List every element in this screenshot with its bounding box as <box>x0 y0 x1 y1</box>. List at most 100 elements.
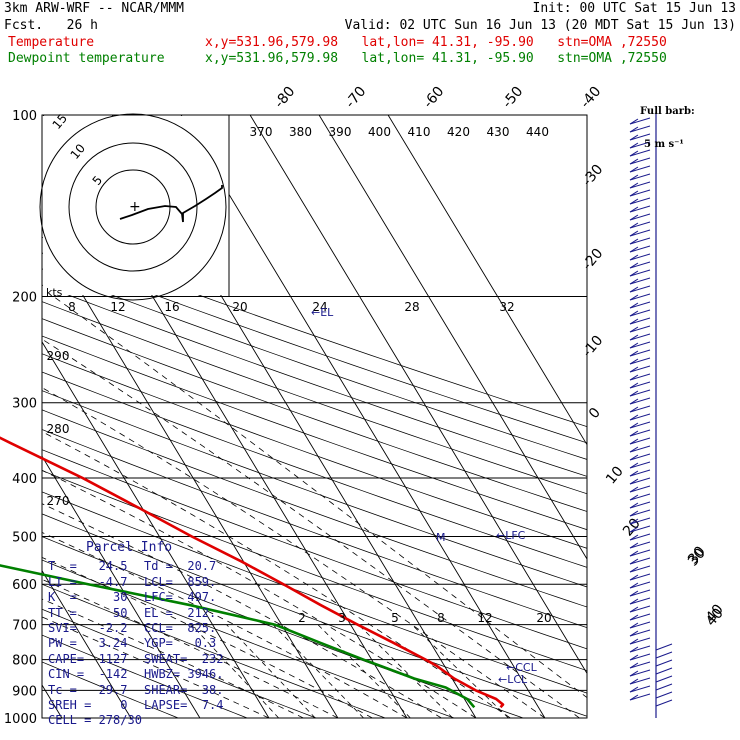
wind-barb <box>629 558 639 565</box>
dry-adiabat-line <box>42 236 587 427</box>
parcel-info-table: Parcel Info T = 24.5 Td = 20.7 LI = -4.7 LC… <box>48 540 238 729</box>
wind-barb <box>629 125 651 133</box>
pressure-label: 100 <box>12 109 37 124</box>
wind-barb <box>629 269 651 277</box>
wind-barb <box>629 334 639 341</box>
isotherm-label: -40 <box>577 84 604 112</box>
wind-barb <box>629 574 639 581</box>
wind-barb <box>629 461 651 469</box>
wind-barb <box>629 357 651 365</box>
wind-barb <box>629 333 651 341</box>
mixing-ratio-line <box>191 624 279 718</box>
hodograph-speed-label: 24 <box>312 300 327 314</box>
pressure-label: 200 <box>12 291 37 306</box>
wind-barb <box>629 118 639 125</box>
forecast-hour: Fcst. 26 h <box>4 18 98 33</box>
wind-barb <box>629 661 651 669</box>
wind-speed-label: 30 <box>685 543 709 567</box>
dry-adiabat-label: 390 <box>329 125 352 139</box>
dry-adiabat-line <box>42 252 587 444</box>
dry-adiabat-line <box>42 449 587 650</box>
parcel-info-left-value: CELL = 278/30 <box>48 713 142 728</box>
wind-barb <box>629 582 639 589</box>
el-marker: ←EL <box>311 306 334 319</box>
wind-barb <box>629 421 651 429</box>
parcel-info-left-value: LI = -4.7 <box>48 574 128 589</box>
parcel-info-row: LI = -4.7 LCL= 859. <box>48 575 238 590</box>
wind-barb <box>629 638 639 645</box>
mixing-ratio-line <box>226 624 316 718</box>
parcel-info-row: CIN = -142 HWBZ= 3946. <box>48 667 238 682</box>
dry-adiabat-label: 420 <box>447 125 470 139</box>
dry-adiabat-line <box>42 335 587 531</box>
wind-barb <box>629 565 651 573</box>
parcel-info-left-value: T = 24.5 <box>48 559 128 574</box>
isotherm-label: -80 <box>271 84 298 112</box>
wind-barb <box>629 438 639 445</box>
wind-barb <box>629 253 651 261</box>
wind-barb <box>629 694 639 701</box>
hodograph-speed-label: 32 <box>499 300 514 314</box>
dry-adiabat-line <box>42 634 248 718</box>
dry-adiabat-label: 290 <box>47 349 70 363</box>
wind-barb <box>629 325 651 333</box>
pressure-label: 900 <box>12 684 37 699</box>
wind-barb <box>629 238 639 245</box>
dry-adiabat-label: 270 <box>47 494 70 508</box>
dry-adiabat-line <box>42 268 587 460</box>
wind-barb <box>629 246 639 253</box>
wind-barb <box>629 469 651 477</box>
wind-barb <box>629 389 651 397</box>
wind-barb <box>629 261 651 269</box>
hodograph-ring <box>68 142 198 272</box>
dry-adiabat-label: 280 <box>47 422 70 436</box>
wind-barb <box>629 533 651 541</box>
dry-adiabat-label: 380 <box>289 125 312 139</box>
wind-barb <box>629 686 639 693</box>
wind-barb <box>629 470 639 477</box>
wind-barb <box>629 493 651 501</box>
wind-barb <box>629 390 639 397</box>
wind-barb <box>629 534 639 541</box>
wind-barb <box>629 398 639 405</box>
mixing-ratio-label: 3 <box>338 611 346 625</box>
wind-barb <box>629 637 651 645</box>
mixing-ratio-label: 12 <box>477 611 492 625</box>
wind-barb <box>629 526 639 533</box>
dry-adiabat-line <box>42 371 587 568</box>
wind-barb <box>629 142 639 149</box>
wind-barb <box>629 581 651 589</box>
wind-barb <box>629 133 651 141</box>
parcel-info-right-value: SHEAR= 38. <box>144 682 224 697</box>
pressure-label: 500 <box>12 530 37 545</box>
wind-barb <box>629 318 639 325</box>
barb-note-line1: Full barb: <box>640 106 695 117</box>
wind-barb <box>629 429 651 437</box>
wind-barb <box>629 494 639 501</box>
wind-barb <box>655 643 673 651</box>
wind-barb <box>629 365 651 373</box>
mixing-ratio-line <box>317 624 411 718</box>
wind-barb <box>629 293 651 301</box>
parcel-info-rows: T = 24.5 Td = 20.7 LI = -4.7 LCL= 859. K = 3… <box>48 559 238 728</box>
dry-adiabat-line <box>42 353 587 549</box>
wind-barb <box>629 437 651 445</box>
series-temperature <box>0 436 505 709</box>
isotherm-line <box>42 341 270 718</box>
wind-barb <box>629 342 639 349</box>
wind-barb <box>629 222 639 229</box>
pressure-label: 300 <box>12 397 37 412</box>
wind-barb <box>629 310 639 317</box>
wind-barb <box>629 302 639 309</box>
dry-adiabat-label: 370 <box>250 125 273 139</box>
wind-barb <box>629 549 651 557</box>
parcel-info-right-value: SWEAT= 232 <box>144 651 224 666</box>
wind-barb <box>629 270 639 277</box>
wind-barb <box>629 294 639 301</box>
dry-adiabat-line <box>42 409 587 608</box>
wind-barb <box>629 285 651 293</box>
wind-barb <box>655 659 673 667</box>
wind-barb <box>629 510 639 517</box>
wind-barb <box>629 366 639 373</box>
hodograph-speed-label: 28 <box>404 300 419 314</box>
